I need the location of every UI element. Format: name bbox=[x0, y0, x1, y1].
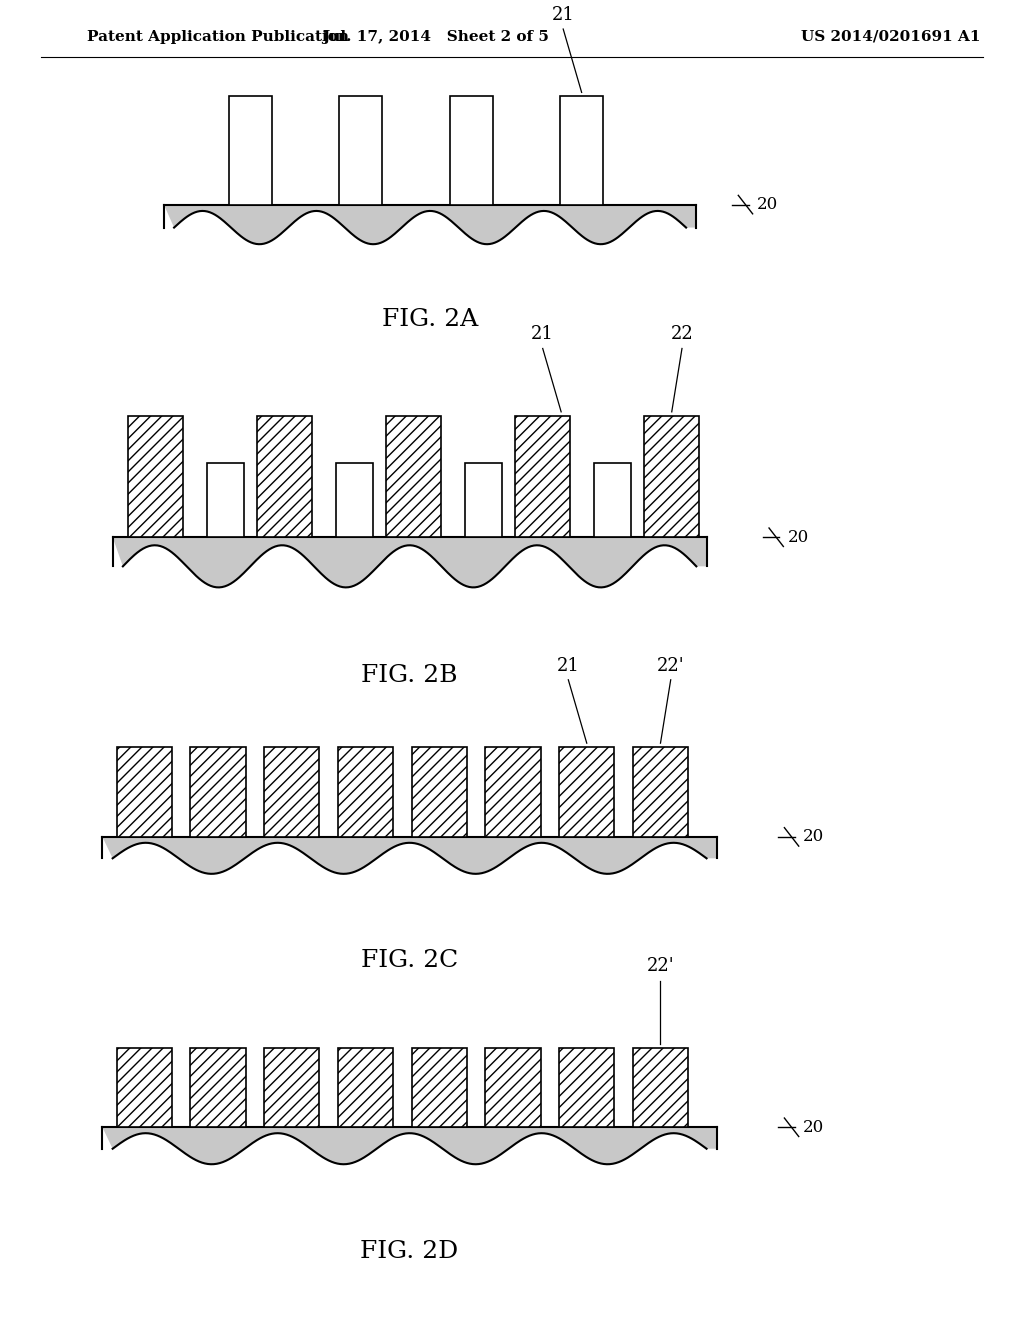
Bar bbox=[559, 747, 614, 837]
Bar bbox=[412, 747, 467, 837]
Bar bbox=[264, 747, 319, 837]
Bar bbox=[633, 747, 688, 837]
Text: FIG. 2B: FIG. 2B bbox=[361, 664, 458, 688]
Bar bbox=[338, 1048, 393, 1127]
Bar bbox=[465, 463, 502, 537]
Text: 21: 21 bbox=[557, 656, 580, 675]
Bar bbox=[412, 1048, 467, 1127]
Polygon shape bbox=[113, 537, 707, 587]
Bar bbox=[594, 463, 631, 537]
Text: FIG. 2A: FIG. 2A bbox=[382, 308, 478, 331]
Polygon shape bbox=[102, 837, 717, 874]
Text: 22: 22 bbox=[671, 325, 693, 343]
Text: Jul. 17, 2014   Sheet 2 of 5: Jul. 17, 2014 Sheet 2 of 5 bbox=[322, 30, 549, 44]
Bar bbox=[339, 96, 382, 205]
Bar bbox=[190, 747, 246, 837]
Text: 21: 21 bbox=[552, 5, 574, 24]
Text: FIG. 2D: FIG. 2D bbox=[360, 1239, 459, 1263]
Bar bbox=[128, 416, 183, 537]
Text: 21: 21 bbox=[531, 325, 554, 343]
Bar bbox=[229, 96, 272, 205]
Bar bbox=[515, 416, 570, 537]
Bar bbox=[264, 1048, 319, 1127]
Text: 20: 20 bbox=[803, 1119, 824, 1135]
Text: US 2014/0201691 A1: US 2014/0201691 A1 bbox=[801, 30, 981, 44]
Bar bbox=[644, 416, 699, 537]
Bar bbox=[338, 747, 393, 837]
Text: FIG. 2C: FIG. 2C bbox=[361, 949, 458, 973]
Bar bbox=[207, 463, 244, 537]
Text: Patent Application Publication: Patent Application Publication bbox=[87, 30, 349, 44]
Polygon shape bbox=[164, 205, 696, 244]
Bar bbox=[336, 463, 373, 537]
Text: 20: 20 bbox=[757, 197, 778, 213]
Bar bbox=[485, 1048, 541, 1127]
Bar bbox=[257, 416, 312, 537]
Bar bbox=[190, 1048, 246, 1127]
Bar bbox=[450, 96, 493, 205]
Bar bbox=[117, 1048, 172, 1127]
Text: 20: 20 bbox=[803, 829, 824, 845]
Polygon shape bbox=[102, 1127, 717, 1164]
Text: 20: 20 bbox=[787, 529, 809, 545]
Text: 22': 22' bbox=[647, 957, 674, 975]
Text: 22': 22' bbox=[657, 656, 684, 675]
Bar bbox=[633, 1048, 688, 1127]
Bar bbox=[485, 747, 541, 837]
Bar bbox=[559, 1048, 614, 1127]
Bar bbox=[117, 747, 172, 837]
Bar bbox=[560, 96, 603, 205]
Bar bbox=[386, 416, 441, 537]
